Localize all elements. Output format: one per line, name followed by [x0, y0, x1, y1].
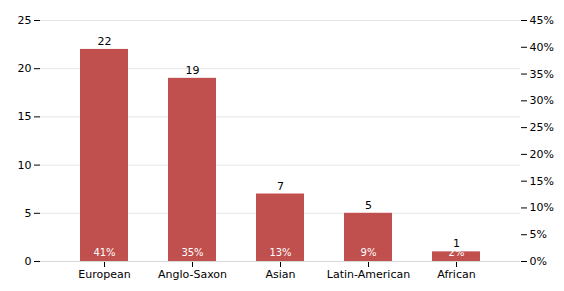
- svg-text:22: 22: [98, 35, 112, 48]
- svg-text:20%: 20%: [530, 148, 554, 161]
- svg-text:10: 10: [18, 159, 32, 172]
- svg-text:African: African: [437, 268, 475, 281]
- svg-text:15%: 15%: [530, 175, 554, 188]
- svg-text:Anglo-Saxon: Anglo-Saxon: [158, 268, 227, 281]
- svg-text:7: 7: [277, 180, 284, 193]
- svg-text:35%: 35%: [181, 247, 203, 258]
- svg-text:10%: 10%: [530, 201, 554, 214]
- svg-text:41%: 41%: [93, 247, 115, 258]
- svg-text:13%: 13%: [269, 247, 291, 258]
- svg-text:45%: 45%: [530, 14, 554, 27]
- svg-text:0: 0: [25, 255, 32, 268]
- svg-text:1: 1: [453, 237, 460, 251]
- svg-text:Asian: Asian: [265, 268, 295, 281]
- svg-text:30%: 30%: [530, 94, 554, 107]
- svg-text:40%: 40%: [530, 41, 554, 54]
- svg-text:25: 25: [18, 14, 32, 27]
- svg-text:5%: 5%: [530, 228, 547, 241]
- svg-text:European: European: [78, 268, 130, 281]
- svg-text:5: 5: [365, 199, 372, 212]
- svg-text:20: 20: [18, 62, 32, 75]
- svg-text:35%: 35%: [530, 68, 554, 81]
- svg-text:19: 19: [186, 64, 200, 77]
- svg-text:5: 5: [25, 207, 32, 220]
- svg-text:2%: 2%: [449, 247, 465, 258]
- svg-text:15: 15: [18, 110, 32, 123]
- svg-text:0%: 0%: [530, 255, 547, 268]
- svg-text:Latin-American: Latin-American: [327, 268, 410, 281]
- svg-text:25%: 25%: [530, 121, 554, 134]
- svg-text:9%: 9%: [361, 247, 377, 258]
